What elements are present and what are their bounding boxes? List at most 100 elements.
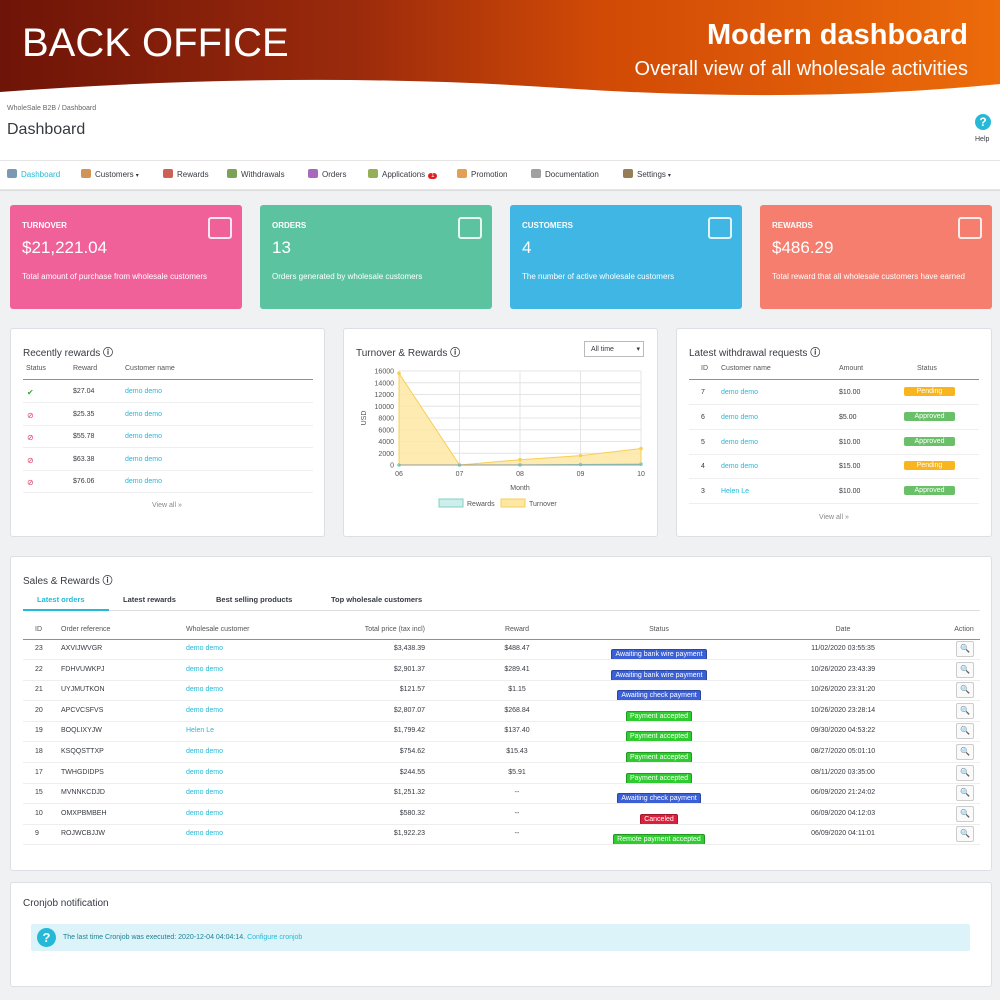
view-button[interactable]: 🔍 <box>956 723 974 740</box>
customer-link[interactable]: demo demo <box>721 413 758 421</box>
nav-item[interactable]: Rewards <box>163 169 209 179</box>
view-all-link[interactable]: View all » <box>152 502 182 509</box>
request-id: 5 <box>701 438 705 446</box>
table-cell: 09/30/2020 04:53:22 <box>810 727 876 735</box>
nav-item[interactable]: Documentation <box>531 169 599 179</box>
customer-link[interactable]: demo demo <box>125 433 162 440</box>
column-header: Reward <box>73 365 98 372</box>
nav-item[interactable]: Applications 1 <box>368 169 438 179</box>
legend-label: Turnover <box>529 501 557 508</box>
help-icon[interactable]: ? <box>975 114 991 130</box>
view-button[interactable]: 🔍 <box>956 744 974 760</box>
column-header: Action <box>954 626 974 633</box>
customer-link[interactable]: demo demo <box>186 809 223 817</box>
customer-link[interactable]: demo demo <box>125 388 162 395</box>
view-button[interactable]: 🔍 <box>956 764 974 781</box>
request-id: 6 <box>701 413 705 421</box>
period-select[interactable]: All time ▾ <box>584 341 644 357</box>
panel-title: Turnover & Rewards ⓘ <box>356 348 461 359</box>
series-area <box>398 371 642 466</box>
status-icon: ⊘ <box>27 478 34 487</box>
kpi-card: ORDERS 13 Orders generated by wholesale cu… <box>260 205 492 309</box>
customer-link[interactable]: demo demo <box>186 768 223 776</box>
data-point <box>518 457 522 462</box>
recent-rewards-panel: Recently rewards ⓘ Status Reward Customer … <box>10 328 325 537</box>
nav-icon <box>81 169 91 178</box>
customer-link[interactable]: Helen Le <box>721 488 750 496</box>
status-cell: Awaiting check payment <box>584 787 734 805</box>
customer-link[interactable]: demo demo <box>186 830 223 838</box>
title-text: Recently rewards <box>23 348 101 359</box>
nav-item[interactable]: Orders <box>308 169 346 179</box>
row-rule <box>23 700 980 702</box>
status-cell: Awaiting bank wire payment <box>584 643 734 661</box>
column-header: Total price (tax incl) <box>364 626 425 633</box>
status-badge: Awaiting check payment <box>617 690 701 702</box>
table-cell: 21 <box>35 686 43 694</box>
view-button[interactable]: 🔍 <box>956 785 974 802</box>
row-rule <box>689 428 979 430</box>
view-button[interactable]: 🔍 <box>956 641 974 657</box>
table-cell: 06/09/2020 21:24:02 <box>810 789 876 797</box>
header-rule <box>23 639 980 640</box>
table-cell: 20 <box>35 706 43 714</box>
nav-icon <box>308 169 318 178</box>
nav-item[interactable]: Dashboard <box>7 169 60 179</box>
table-cell: $244.55 <box>399 768 425 776</box>
customer-link[interactable]: demo demo <box>186 748 223 755</box>
y-tick-label: 14000 <box>375 380 395 387</box>
table-cell: $2,807.07 <box>393 706 425 714</box>
withdrawals-panel: Latest withdrawal requests ⓘ ID Customer … <box>676 328 992 537</box>
tab[interactable]: Latest orders <box>37 595 85 604</box>
tab[interactable]: Top wholesale customers <box>331 595 423 604</box>
help-label[interactable]: Help <box>975 136 990 143</box>
nav-caret: ▾ <box>667 173 671 179</box>
nav-item[interactable]: Settings ▾ <box>623 169 671 179</box>
status-cell: Awaiting bank wire payment <box>584 664 734 682</box>
table-cell: FDHVUWKPJ <box>61 665 105 673</box>
customer-link[interactable]: demo demo <box>721 389 758 396</box>
configure-link[interactable]: Configure cronjob <box>247 934 303 941</box>
view-button[interactable]: 🔍 <box>956 805 974 822</box>
view-button[interactable]: 🔍 <box>956 661 974 678</box>
customer-link[interactable]: demo demo <box>125 410 162 418</box>
nav-label: Rewards <box>177 170 209 179</box>
customer-link[interactable]: demo demo <box>721 438 758 446</box>
customer-link[interactable]: demo demo <box>721 463 758 471</box>
status-badge: Approved <box>904 436 955 446</box>
customer-link[interactable]: demo demo <box>125 478 162 485</box>
view-button[interactable]: 🔍 <box>956 702 974 719</box>
customer-link[interactable]: demo demo <box>186 645 223 652</box>
table-cell: 08/27/2020 05:01:10 <box>810 748 876 755</box>
table-cell: ROJWCBJJW <box>61 830 105 838</box>
table-cell: AXVIJWVGR <box>61 645 103 652</box>
table-cell: 11/02/2020 03:55:35 <box>811 645 875 652</box>
title-text: Latest withdrawal requests <box>689 348 808 359</box>
view-button[interactable]: 🔍 <box>956 682 974 699</box>
tab[interactable]: Best selling products <box>216 595 293 604</box>
nav-item[interactable]: Promotion <box>457 169 507 179</box>
column-header: ID <box>701 365 708 372</box>
amount: $15.00 <box>839 463 861 471</box>
customer-link[interactable]: demo demo <box>125 455 162 463</box>
customer-link[interactable]: demo demo <box>186 706 223 714</box>
customer-link[interactable]: Helen Le <box>186 727 215 735</box>
customer-link[interactable]: demo demo <box>186 665 223 673</box>
nav-label: Promotion <box>471 170 508 179</box>
customer-link[interactable]: demo demo <box>186 789 223 797</box>
view-all-link[interactable]: View all » <box>819 514 849 521</box>
nav-item[interactable]: Customers ▾ <box>81 169 139 179</box>
kpi-card: REWARDS $486.29 Total reward that all whol… <box>760 205 992 309</box>
kpi-value: $486.29 <box>772 238 834 257</box>
customer-link[interactable]: demo demo <box>186 686 223 694</box>
tab[interactable]: Latest rewards <box>123 595 176 604</box>
view-button[interactable]: 🔍 <box>956 826 974 843</box>
column-header: Status <box>649 626 669 633</box>
table-cell: 06/09/2020 04:11:01 <box>811 830 875 838</box>
select-value: All time <box>591 346 614 353</box>
breadcrumb-item[interactable]: WholeSale B2B <box>7 105 57 112</box>
nav-item[interactable]: Withdrawals <box>227 169 285 179</box>
status-badge: Awaiting bank wire payment <box>611 669 707 681</box>
status-badge: Approved <box>904 486 955 496</box>
